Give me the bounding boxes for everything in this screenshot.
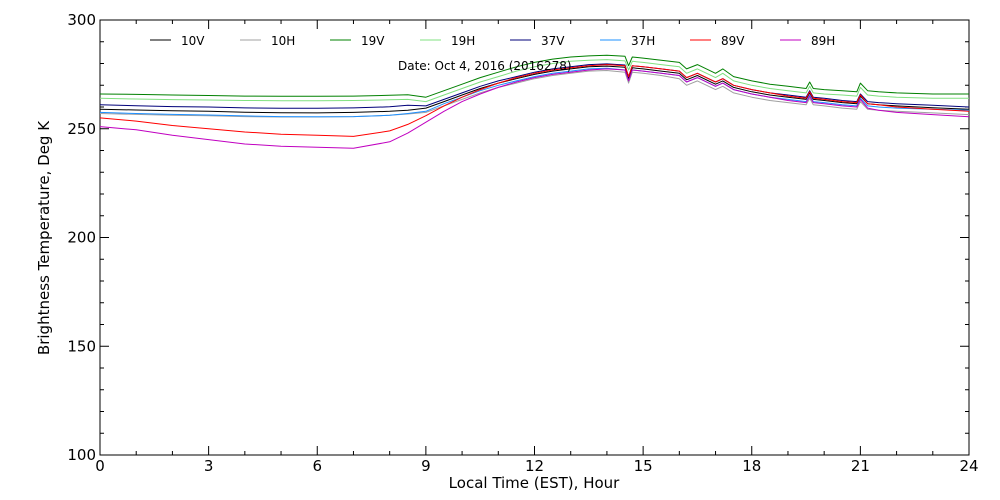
plot-area-frame xyxy=(99,19,970,456)
legend-label-89V: 89V xyxy=(721,34,745,48)
x-tick-label: 21 xyxy=(851,457,870,475)
x-tick-label: 15 xyxy=(634,457,653,475)
y-tick-label: 250 xyxy=(67,120,96,138)
series-line-19H xyxy=(99,59,969,103)
series-line-10V xyxy=(99,65,970,114)
x-tick-label: 9 xyxy=(421,457,431,475)
x-tick-label: 0 xyxy=(95,457,105,475)
legend-label-10H: 10H xyxy=(271,34,295,48)
legend-label-89H: 89H xyxy=(811,34,835,48)
legend-label-10V: 10V xyxy=(181,34,205,48)
axis-ticks xyxy=(99,19,970,456)
y-tick-label: 300 xyxy=(67,11,96,29)
x-tick-label: 18 xyxy=(742,457,761,475)
x-tick-label: 12 xyxy=(525,457,544,475)
series-line-19V xyxy=(99,54,969,98)
y-tick-label: 150 xyxy=(67,337,96,355)
x-axis-title: Local Time (EST), Hour xyxy=(449,474,620,492)
x-tick-label: 3 xyxy=(204,457,214,475)
series-line-37H xyxy=(99,67,970,118)
series-line-89V xyxy=(99,64,970,137)
legend-label-19H: 19H xyxy=(451,34,475,48)
axis-tick-labels: 0 3 6 9 12 15 18 21 24 100 150 200 250 300 xyxy=(67,11,978,475)
legend-label-37V: 37V xyxy=(541,34,565,48)
series-lines xyxy=(99,54,970,149)
legend-label-19V: 19V xyxy=(361,34,385,48)
date-annotation: Date: Oct 4, 2016 (2016278) xyxy=(398,59,572,73)
y-axis-title: Brightness Temperature, Deg K xyxy=(35,120,53,355)
legend: 10V 10H 19V 19H 37V 37H 89V 89H xyxy=(150,34,835,48)
y-tick-label: 200 xyxy=(67,229,96,247)
series-line-89H xyxy=(99,68,970,149)
legend-label-37H: 37H xyxy=(631,34,655,48)
y-tick-label: 100 xyxy=(67,446,96,464)
x-tick-label: 6 xyxy=(312,457,322,475)
x-tick-label: 24 xyxy=(959,457,978,475)
